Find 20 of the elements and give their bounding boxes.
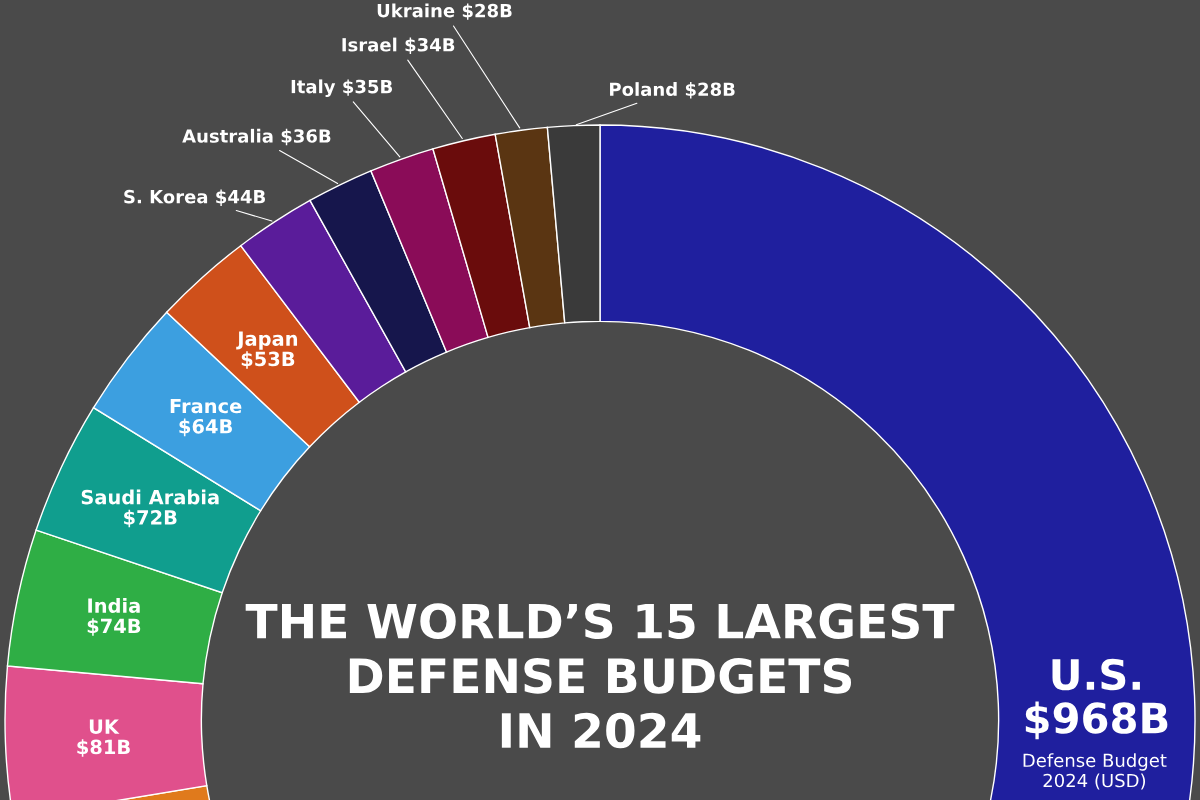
slice-label: U.S.: [1052, 658, 1140, 691]
data-label: $81B: [77, 739, 130, 757]
slice-label: Ukraine $28B: [377, 3, 512, 20]
text: THE WORLD’S 15 LARGEST DEFENSE BUDGETS IN 2024: [245, 603, 955, 749]
slice-label: Saudi Arabia: [81, 489, 219, 505]
slice-label: S. Korea $44B: [124, 189, 265, 206]
slice-label: UK: [89, 719, 120, 734]
slice-label: Israel $34B: [342, 37, 455, 54]
data-label: $64B: [179, 418, 232, 437]
data-label: $53B: [241, 351, 295, 369]
slice-label: Italy $35B: [291, 79, 393, 98]
slice-label: Australia $36B: [182, 128, 331, 146]
data-label: $74B: [87, 618, 141, 636]
text: Defense Budget 2024 (USD): [1023, 753, 1167, 790]
slice-label: Poland $28B: [610, 82, 735, 99]
slice-label: India: [88, 597, 140, 613]
data-label: $72B: [124, 509, 177, 528]
slice-label: France: [170, 398, 242, 414]
slice-label: Japan: [236, 331, 298, 350]
data-label: $968B: [1025, 701, 1168, 740]
